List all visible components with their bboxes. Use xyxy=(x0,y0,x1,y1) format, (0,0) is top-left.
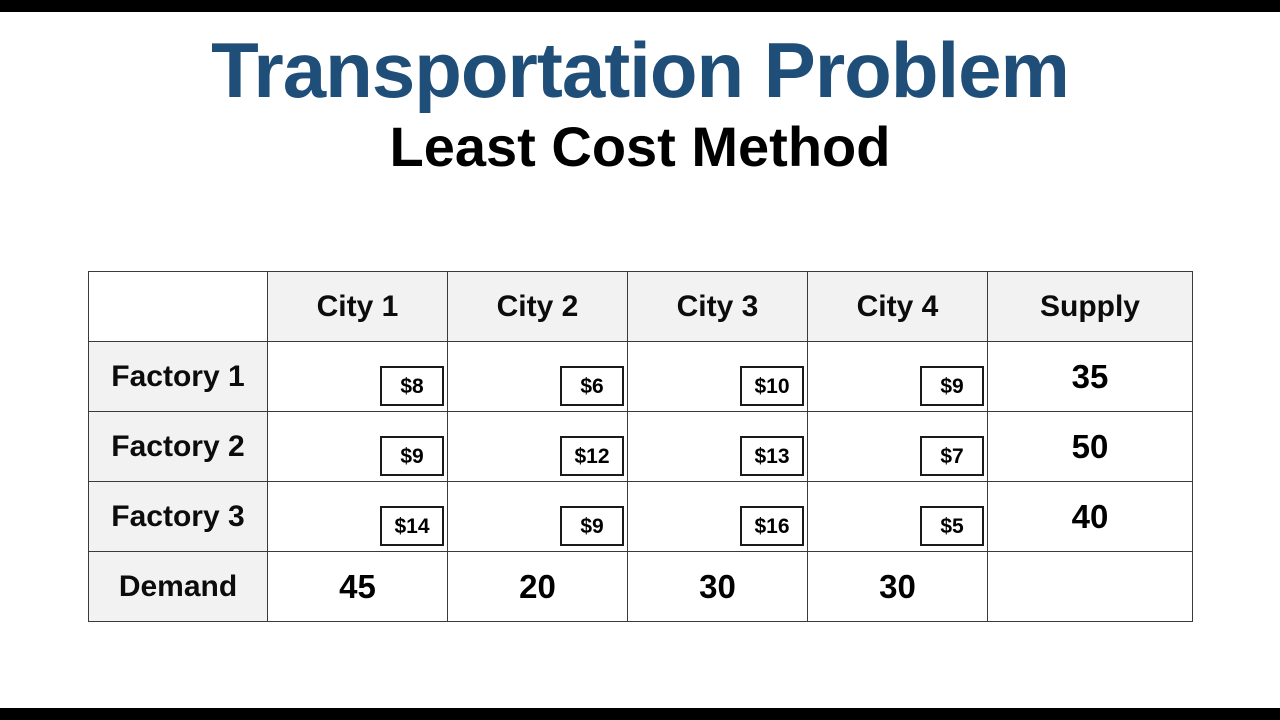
cost-cell: $13 xyxy=(627,411,808,482)
table-row-demand: Demand 45 20 30 30 xyxy=(88,551,1193,622)
slide: Transportation Problem Least Cost Method… xyxy=(0,12,1280,708)
page-subtitle: Least Cost Method xyxy=(389,114,891,178)
cost-cell: $9 xyxy=(807,341,988,412)
column-header-supply: Supply xyxy=(987,271,1193,342)
cost-cell: $8 xyxy=(267,341,448,412)
row-header-factory-1: Factory 1 xyxy=(88,341,268,412)
demand-value: 45 xyxy=(267,551,448,622)
cost-box: $5 xyxy=(920,506,984,546)
row-header-factory-3: Factory 3 xyxy=(88,481,268,552)
cost-box: $9 xyxy=(380,436,444,476)
letterbox-bar-top xyxy=(0,0,1280,12)
cost-cell: $9 xyxy=(267,411,448,482)
cost-cell: $12 xyxy=(447,411,628,482)
demand-value: 20 xyxy=(447,551,628,622)
supply-value: 40 xyxy=(987,481,1193,552)
column-header-city-2: City 2 xyxy=(447,271,628,342)
row-header-demand: Demand xyxy=(88,551,268,622)
header-row: City 1 City 2 City 3 City 4 Supply xyxy=(88,271,1193,342)
cost-box: $6 xyxy=(560,366,624,406)
cost-cell: $5 xyxy=(807,481,988,552)
transportation-cost-table: City 1 City 2 City 3 City 4 Supply Facto… xyxy=(88,271,1193,622)
supply-value: 50 xyxy=(987,411,1193,482)
table-row-factory-1: Factory 1 $8 $6 $10 $9 35 xyxy=(88,341,1193,412)
cost-box: $9 xyxy=(560,506,624,546)
cost-box: $8 xyxy=(380,366,444,406)
supply-demand-empty-cell xyxy=(987,551,1193,622)
cost-cell: $9 xyxy=(447,481,628,552)
table-corner-cell xyxy=(88,271,268,342)
cost-box: $14 xyxy=(380,506,444,546)
cost-box: $9 xyxy=(920,366,984,406)
cost-box: $7 xyxy=(920,436,984,476)
table-row-factory-2: Factory 2 $9 $12 $13 $7 50 xyxy=(88,411,1193,482)
column-header-city-1: City 1 xyxy=(267,271,448,342)
row-header-factory-2: Factory 2 xyxy=(88,411,268,482)
demand-value: 30 xyxy=(627,551,808,622)
cost-box: $16 xyxy=(740,506,804,546)
cost-cell: $10 xyxy=(627,341,808,412)
supply-value: 35 xyxy=(987,341,1193,412)
column-header-city-4: City 4 xyxy=(807,271,988,342)
cost-box: $10 xyxy=(740,366,804,406)
cost-cell: $7 xyxy=(807,411,988,482)
cost-cell: $16 xyxy=(627,481,808,552)
page-title: Transportation Problem xyxy=(211,26,1070,114)
demand-value: 30 xyxy=(807,551,988,622)
cost-box: $13 xyxy=(740,436,804,476)
cost-cell: $14 xyxy=(267,481,448,552)
cost-cell: $6 xyxy=(447,341,628,412)
cost-box: $12 xyxy=(560,436,624,476)
column-header-city-3: City 3 xyxy=(627,271,808,342)
letterbox-bar-bottom xyxy=(0,708,1280,720)
table-row-factory-3: Factory 3 $14 $9 $16 $5 40 xyxy=(88,481,1193,552)
